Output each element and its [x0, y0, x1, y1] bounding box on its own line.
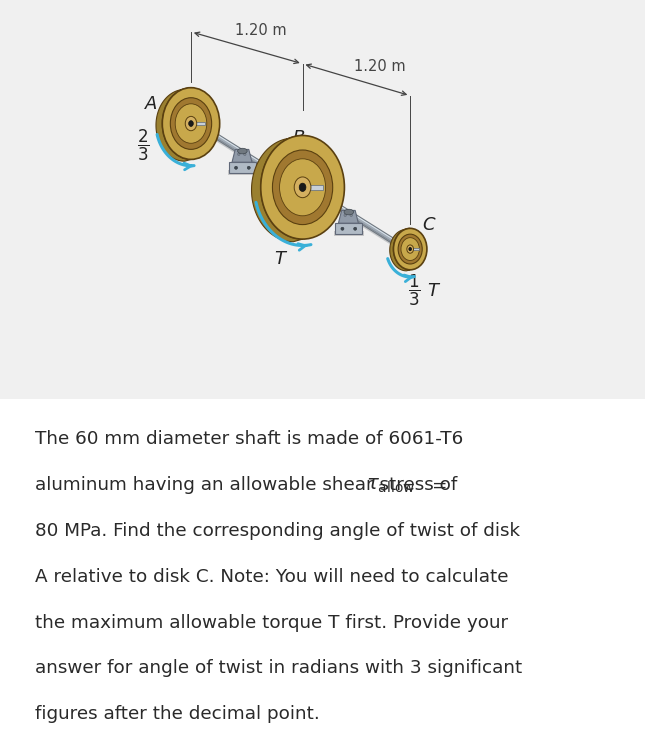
Circle shape — [247, 166, 250, 169]
Ellipse shape — [344, 210, 353, 215]
Polygon shape — [195, 121, 299, 190]
FancyBboxPatch shape — [0, 399, 645, 738]
Polygon shape — [335, 231, 364, 236]
Text: figures after the decimal point.: figures after the decimal point. — [35, 706, 320, 723]
Circle shape — [244, 153, 246, 156]
Ellipse shape — [299, 183, 306, 191]
Ellipse shape — [279, 159, 326, 215]
Text: $\dfrac{1}{3}$: $\dfrac{1}{3}$ — [408, 273, 421, 308]
Polygon shape — [252, 136, 303, 242]
Text: C: C — [422, 215, 435, 233]
Polygon shape — [195, 125, 298, 192]
Polygon shape — [303, 184, 324, 190]
Text: the maximum allowable torque T first. Provide your: the maximum allowable torque T first. Pr… — [35, 613, 509, 632]
Polygon shape — [156, 88, 191, 161]
Text: The 60 mm diameter shaft is made of 6061-T6: The 60 mm diameter shaft is made of 6061… — [35, 430, 464, 448]
Text: 1.20 m: 1.20 m — [235, 23, 286, 38]
Ellipse shape — [294, 177, 311, 198]
Polygon shape — [228, 170, 257, 176]
Polygon shape — [390, 228, 410, 271]
Ellipse shape — [401, 238, 419, 261]
Text: $T$: $T$ — [161, 137, 175, 154]
Circle shape — [235, 166, 237, 169]
Text: 1.20 m: 1.20 m — [355, 59, 406, 74]
Polygon shape — [410, 248, 419, 250]
Text: $\tau_{\rm allow}$: $\tau_{\rm allow}$ — [366, 475, 415, 494]
Text: 80 MPa. Find the corresponding angle of twist of disk: 80 MPa. Find the corresponding angle of … — [35, 522, 521, 540]
Text: answer for angle of twist in radians with 3 significant: answer for angle of twist in radians wit… — [35, 660, 522, 677]
Ellipse shape — [409, 247, 412, 251]
Ellipse shape — [261, 136, 344, 239]
Text: $=$: $=$ — [428, 476, 447, 494]
Ellipse shape — [407, 245, 413, 253]
Ellipse shape — [272, 150, 333, 224]
Ellipse shape — [189, 121, 194, 126]
Circle shape — [353, 227, 357, 230]
Polygon shape — [339, 210, 359, 223]
Ellipse shape — [163, 88, 220, 159]
Text: $\dfrac{2}{3}$: $\dfrac{2}{3}$ — [137, 128, 150, 163]
Circle shape — [341, 227, 344, 230]
Ellipse shape — [170, 97, 212, 149]
Ellipse shape — [185, 117, 197, 131]
Text: $T$: $T$ — [273, 250, 288, 269]
Text: aluminum having an allowable shear stress of: aluminum having an allowable shear stres… — [35, 476, 464, 494]
Circle shape — [350, 214, 352, 216]
Polygon shape — [229, 162, 256, 173]
Circle shape — [237, 153, 240, 156]
Text: $T$: $T$ — [427, 281, 441, 300]
Text: A relative to disk C. Note: You will need to calculate: A relative to disk C. Note: You will nee… — [35, 568, 509, 586]
Circle shape — [344, 214, 346, 216]
Ellipse shape — [175, 104, 207, 143]
Polygon shape — [306, 185, 408, 251]
Ellipse shape — [398, 234, 422, 264]
Ellipse shape — [237, 148, 247, 154]
Polygon shape — [335, 223, 362, 235]
Polygon shape — [232, 149, 252, 162]
Polygon shape — [306, 188, 406, 253]
Polygon shape — [191, 122, 205, 125]
Text: A: A — [145, 94, 157, 113]
Ellipse shape — [393, 228, 427, 270]
Text: B: B — [292, 129, 304, 147]
